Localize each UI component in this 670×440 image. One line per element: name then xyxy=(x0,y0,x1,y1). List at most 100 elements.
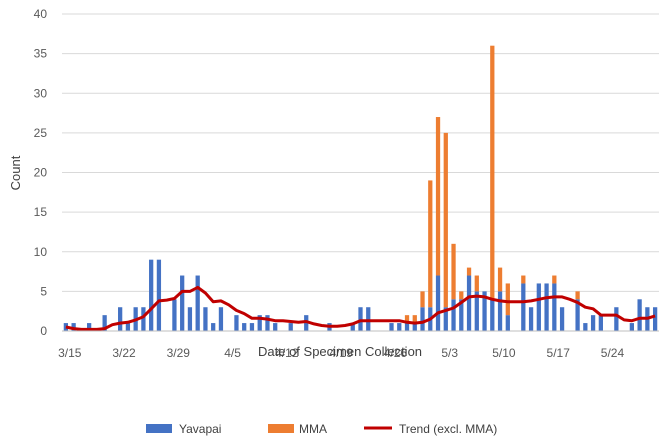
x-tick-label: 3/15 xyxy=(58,346,82,360)
bar-mma xyxy=(428,180,433,308)
bar-yavapai xyxy=(552,283,557,331)
bar-yavapai xyxy=(614,307,619,331)
bar-yavapai xyxy=(544,283,549,331)
bar-yavapai xyxy=(505,315,510,331)
y-tick-label: 40 xyxy=(34,7,48,21)
legend-label-mma: MMA xyxy=(299,422,327,436)
bar-mma xyxy=(552,275,557,284)
x-tick-label: 5/10 xyxy=(492,346,516,360)
bar-mma xyxy=(451,243,456,300)
y-tick-label: 35 xyxy=(34,47,48,61)
bars xyxy=(63,45,658,331)
bar-yavapai xyxy=(420,307,425,331)
bar-yavapai xyxy=(141,307,146,331)
bar-mma xyxy=(497,267,503,292)
bar-mma xyxy=(404,315,410,324)
y-tick-label: 10 xyxy=(34,245,48,259)
bar-yavapai xyxy=(102,315,107,331)
bar-yavapai xyxy=(474,291,479,331)
bar-yavapai xyxy=(528,307,534,331)
x-tick-label: 3/29 xyxy=(167,346,191,360)
bar-yavapai xyxy=(466,275,472,331)
trend-line-layer xyxy=(65,285,656,331)
y-tick-label: 20 xyxy=(34,166,48,180)
y-axis-title: Count xyxy=(8,155,23,190)
bar-yavapai xyxy=(358,307,363,331)
y-axis-ticks: 0 5 10 15 20 25 30 35 40 xyxy=(34,7,48,338)
bar-mma xyxy=(505,283,510,316)
bar-mma xyxy=(466,267,472,276)
x-tick-label: 4/12 xyxy=(275,346,299,360)
bar-yavapai xyxy=(149,259,154,331)
bar-mma xyxy=(459,291,464,300)
bar-yavapai xyxy=(71,323,76,331)
bar-yavapai xyxy=(482,291,487,331)
bar-yavapai xyxy=(435,275,441,331)
bar-yavapai xyxy=(366,307,371,331)
bar-yavapai xyxy=(590,315,596,331)
bar-yavapai xyxy=(273,323,278,331)
legend-swatch-mma xyxy=(268,424,294,433)
bar-mma xyxy=(521,275,526,284)
bar-mma xyxy=(490,45,495,300)
bar-mma xyxy=(443,132,448,308)
bar-yavapai xyxy=(350,323,355,331)
x-tick-label: 5/24 xyxy=(601,346,625,360)
x-axis-ticks: 3/15 3/22 3/29 4/5 4/12 4/19 4/26 5/3 5/10 5/17 5/… xyxy=(58,346,624,360)
bar-yavapai xyxy=(249,323,255,331)
bar-yavapai xyxy=(257,315,262,331)
legend-label-yavapai: Yavapai xyxy=(179,422,221,436)
bar-mma xyxy=(474,275,479,292)
legend-label-trend: Trend (excl. MMA) xyxy=(399,422,497,436)
bar-yavapai xyxy=(87,323,92,331)
bar-yavapai xyxy=(195,275,200,331)
bar-yavapai xyxy=(459,299,464,331)
bar-yavapai xyxy=(389,323,394,331)
bar-mma xyxy=(412,315,417,324)
bar-yavapai xyxy=(443,307,448,331)
y-tick-label: 0 xyxy=(40,324,47,338)
bar-yavapai xyxy=(242,323,247,331)
y-tick-label: 30 xyxy=(34,86,48,100)
bar-yavapai xyxy=(172,299,177,331)
bar-yavapai xyxy=(156,259,162,331)
x-tick-label: 5/17 xyxy=(547,346,571,360)
bar-yavapai xyxy=(63,323,69,331)
bar-yavapai xyxy=(598,315,603,331)
x-axis-title: Date of Specimen Collection xyxy=(258,344,422,359)
bar-yavapai xyxy=(575,299,580,331)
bar-yavapai xyxy=(412,323,417,331)
bar-yavapai xyxy=(125,323,131,331)
bar-yavapai xyxy=(583,323,588,331)
legend-swatch-yavapai xyxy=(146,424,172,433)
y-tick-label: 15 xyxy=(34,205,48,219)
bar-yavapai xyxy=(180,275,185,331)
bar-yavapai xyxy=(490,299,495,331)
bar-yavapai xyxy=(404,323,410,331)
bar-yavapai xyxy=(521,283,526,331)
bar-yavapai xyxy=(637,299,642,331)
trend-line xyxy=(65,285,656,331)
bar-yavapai xyxy=(652,307,658,331)
bar-yavapai xyxy=(497,291,503,331)
bar-yavapai xyxy=(187,307,193,331)
bar-yavapai xyxy=(536,283,541,331)
bar-yavapai xyxy=(265,315,270,331)
y-tick-label: 25 xyxy=(34,126,48,140)
x-tick-label: 5/3 xyxy=(441,346,458,360)
x-tick-label: 4/5 xyxy=(224,346,241,360)
bar-mma xyxy=(575,291,580,300)
y-tick-label: 5 xyxy=(40,284,47,298)
x-tick-label: 4/26 xyxy=(384,346,408,360)
bar-yavapai xyxy=(451,299,456,331)
bar-yavapai xyxy=(118,307,123,331)
legend: Yavapai MMA Trend (excl. MMA) xyxy=(146,422,497,436)
bar-yavapai xyxy=(203,307,208,331)
bar-yavapai xyxy=(234,315,239,331)
bar-yavapai xyxy=(211,323,216,331)
x-tick-label: 4/19 xyxy=(329,346,353,360)
bar-mma xyxy=(420,291,425,308)
bar-yavapai xyxy=(559,307,565,331)
bar-yavapai xyxy=(218,307,224,331)
